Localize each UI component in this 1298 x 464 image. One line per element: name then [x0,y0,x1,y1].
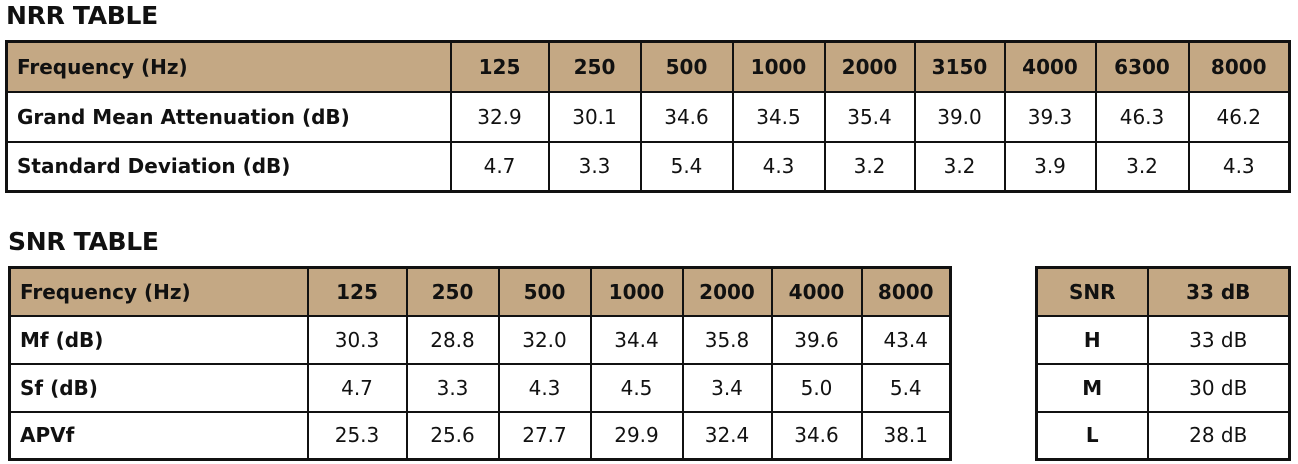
nrr-value-cell: 4.3 [731,140,826,193]
table-row: Grand Mean Attenuation (dB) 32.9 30.1 34… [5,90,1291,143]
snr-frequency-cell: 1000 [589,266,684,317]
nrr-header-row: Frequency (Hz) 125 250 500 1000 2000 315… [5,40,1291,93]
nrr-value-cell: 3.2 [823,140,916,193]
snr-rating-label: M [1035,362,1149,413]
snr-rating-value: 33 dB [1146,314,1291,365]
nrr-frequency-cell: 1000 [731,40,826,93]
table-row: Mf (dB) 30.3 28.8 32.0 34.4 35.8 39.6 43… [8,314,952,365]
nrr-frequency-cell: 3150 [913,40,1006,93]
table-row: L 28 dB [1035,410,1291,461]
nrr-frequency-cell: 125 [449,40,550,93]
snr-value-cell: 4.5 [589,362,684,413]
snr-value-cell: 25.3 [306,410,408,461]
snr-frequency-cell: 4000 [770,266,863,317]
nrr-value-cell: 34.5 [731,90,826,143]
snr-header-row: Frequency (Hz) 125 250 500 1000 2000 400… [8,266,952,317]
nrr-row-label: Standard Deviation (dB) [5,140,452,193]
nrr-value-cell: 46.2 [1187,90,1291,143]
snr-frequency-cell: 125 [306,266,408,317]
snr-value-cell: 43.4 [860,314,952,365]
snr-value-cell: 4.7 [306,362,408,413]
nrr-value-cell: 4.3 [1187,140,1291,193]
nrr-value-cell: 3.9 [1003,140,1097,193]
snr-row-label: Sf (dB) [8,362,309,413]
nrr-table-title: NRR TABLE [6,1,158,30]
snr-rating-table: SNR 33 dB H 33 dB M 30 dB L 28 dB [1035,266,1291,461]
snr-rating-value: 30 dB [1146,362,1291,413]
nrr-frequency-cell: 4000 [1003,40,1097,93]
snr-frequency-cell: 8000 [860,266,952,317]
nrr-table: Frequency (Hz) 125 250 500 1000 2000 315… [5,40,1291,193]
table-row: H 33 dB [1035,314,1291,365]
snr-value-cell: 28.8 [405,314,500,365]
nrr-frequency-cell: 250 [547,40,642,93]
snr-value-cell: 5.4 [860,362,952,413]
table-row: APVf 25.3 25.6 27.7 29.9 32.4 34.6 38.1 [8,410,952,461]
snr-rating-header-row: SNR 33 dB [1035,266,1291,317]
snr-rating-label: L [1035,410,1149,461]
snr-rating-header-label: SNR [1035,266,1149,317]
snr-frequency-cell: 2000 [681,266,773,317]
snr-value-cell: 32.4 [681,410,773,461]
snr-value-cell: 34.6 [770,410,863,461]
snr-value-cell: 30.3 [306,314,408,365]
snr-value-cell: 3.4 [681,362,773,413]
nrr-frequency-cell: 2000 [823,40,916,93]
snr-rating-value: 28 dB [1146,410,1291,461]
nrr-frequency-cell: 8000 [1187,40,1291,93]
snr-value-cell: 5.0 [770,362,863,413]
nrr-value-cell: 34.6 [639,90,734,143]
table-row: Standard Deviation (dB) 4.7 3.3 5.4 4.3 … [5,140,1291,193]
nrr-value-cell: 32.9 [449,90,550,143]
snr-row-label: Mf (dB) [8,314,309,365]
snr-table: Frequency (Hz) 125 250 500 1000 2000 400… [8,266,952,461]
nrr-value-cell: 3.3 [547,140,642,193]
nrr-frequency-cell: 6300 [1094,40,1190,93]
snr-rating-label: H [1035,314,1149,365]
nrr-value-cell: 5.4 [639,140,734,193]
snr-value-cell: 38.1 [860,410,952,461]
nrr-value-cell: 39.0 [913,90,1006,143]
snr-value-cell: 29.9 [589,410,684,461]
snr-value-cell: 32.0 [497,314,592,365]
snr-frequency-cell: 250 [405,266,500,317]
nrr-frequency-cell: 500 [639,40,734,93]
snr-value-cell: 4.3 [497,362,592,413]
nrr-header-label: Frequency (Hz) [5,40,452,93]
table-row: M 30 dB [1035,362,1291,413]
nrr-row-label: Grand Mean Attenuation (dB) [5,90,452,143]
snr-value-cell: 39.6 [770,314,863,365]
snr-value-cell: 3.3 [405,362,500,413]
nrr-value-cell: 30.1 [547,90,642,143]
snr-value-cell: 27.7 [497,410,592,461]
snr-table-title: SNR TABLE [8,227,159,256]
snr-header-label: Frequency (Hz) [8,266,309,317]
snr-value-cell: 25.6 [405,410,500,461]
nrr-value-cell: 4.7 [449,140,550,193]
snr-row-label: APVf [8,410,309,461]
nrr-value-cell: 46.3 [1094,90,1190,143]
nrr-value-cell: 3.2 [913,140,1006,193]
nrr-value-cell: 35.4 [823,90,916,143]
nrr-value-cell: 3.2 [1094,140,1190,193]
snr-value-cell: 34.4 [589,314,684,365]
snr-frequency-cell: 500 [497,266,592,317]
table-row: Sf (dB) 4.7 3.3 4.3 4.5 3.4 5.0 5.4 [8,362,952,413]
nrr-value-cell: 39.3 [1003,90,1097,143]
snr-rating-header-value: 33 dB [1146,266,1291,317]
snr-value-cell: 35.8 [681,314,773,365]
